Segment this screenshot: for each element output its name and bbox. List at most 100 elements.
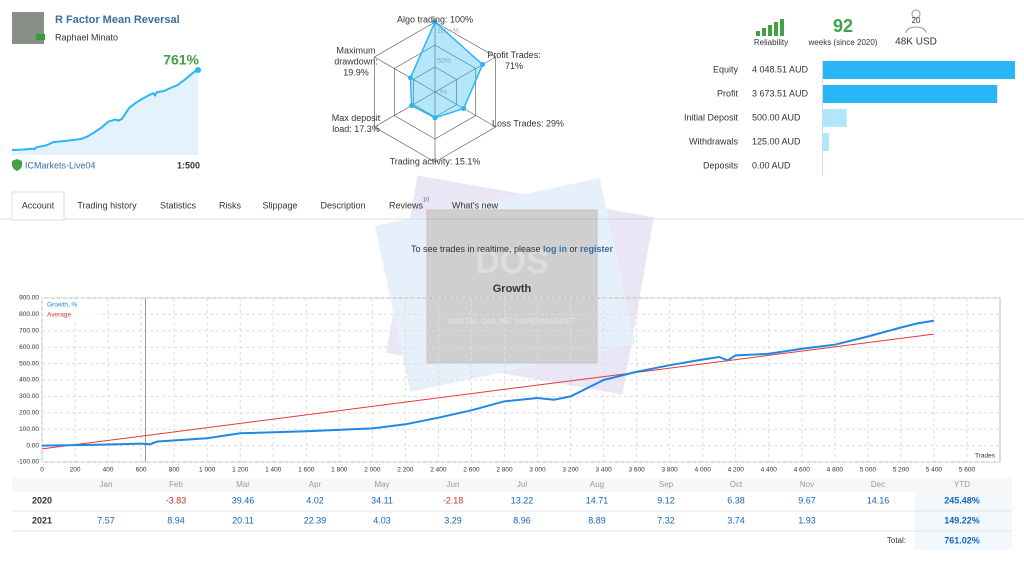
tab[interactable]: Account (22, 200, 55, 210)
radar-ring-label: 50% (437, 58, 451, 65)
tab[interactable]: Description (320, 200, 365, 210)
y-tick-label: -100.00 (17, 459, 39, 466)
tab[interactable]: What's new (452, 200, 499, 210)
y-tick-label: 500.00 (19, 360, 39, 367)
balance-value: 3 673.51 AUD (752, 88, 809, 98)
balance-value: 500.00 AUD (752, 112, 801, 122)
x-tick-label: 800 (169, 467, 180, 474)
x-tick-label: 1 200 (232, 467, 249, 474)
return-cell: 14.71 (586, 495, 609, 505)
reliability-icon (756, 19, 784, 36)
column-header: Jul (517, 480, 527, 489)
balance-label: Profit (717, 88, 739, 98)
icon-head (911, 9, 921, 19)
watermark-logo: DOS (475, 243, 549, 281)
tab[interactable]: Statistics (160, 200, 197, 210)
y-tick-label: 700.00 (19, 328, 39, 335)
icon-bar (762, 28, 766, 36)
column-header: Mar (236, 480, 250, 489)
icon-bar (768, 25, 772, 36)
x-tick-label: 5 000 (860, 467, 877, 474)
balance-label: Deposits (703, 160, 739, 170)
legend-entry: Growth, % (47, 302, 78, 309)
reviews-count: 10 (423, 198, 430, 204)
x-tick-label: 3 000 (529, 467, 546, 474)
column-header: Aug (590, 480, 604, 489)
x-tick-label: 5 200 (893, 467, 910, 474)
login-link[interactable]: log in (543, 244, 567, 254)
return-cell: 9.12 (657, 495, 675, 505)
return-cell: -2.18 (443, 495, 464, 505)
balance-bar (823, 109, 847, 127)
icon-body (905, 26, 927, 34)
return-cell: 22.39 (304, 515, 327, 525)
row-year: 2021 (32, 515, 52, 525)
balance-value: 0.00 AUD (752, 160, 791, 170)
return-cell: 7.32 (657, 515, 675, 525)
radar-ring-label: 0% (437, 89, 447, 96)
legend-entry: Average (47, 312, 71, 319)
column-header: Apr (309, 480, 322, 489)
x-tick-label: 3 200 (562, 467, 579, 474)
sparkline (11, 69, 199, 151)
strategy-title: R Factor Mean Reversal (55, 14, 180, 26)
y-tick-label: 600.00 (19, 344, 39, 351)
radar-spoke (374, 56, 436, 93)
return-cell: 4.03 (373, 515, 391, 525)
balance-bar (823, 85, 998, 103)
tab[interactable]: Reviews (389, 200, 424, 210)
radar-shape (409, 20, 484, 119)
icon-bar (774, 22, 778, 36)
radar-point (407, 75, 413, 81)
radar-label: Max deposit (332, 113, 381, 123)
column-header: May (374, 480, 389, 489)
x-tick-label: 1 600 (298, 467, 315, 474)
column-header: Jun (447, 480, 460, 489)
weeks: 92 (833, 16, 853, 36)
x-tick-label: 2 000 (364, 467, 381, 474)
x-tick-label: 4 400 (761, 467, 778, 474)
x-tick-label: 4 600 (794, 467, 811, 474)
verified-icon (12, 159, 22, 171)
x-tick-label: 1 000 (199, 467, 216, 474)
radar-point (432, 19, 438, 25)
return-cell: -3.83 (166, 495, 187, 505)
flag (36, 34, 45, 40)
y-tick-label: 800.00 (19, 311, 39, 318)
tab[interactable]: Trading history (77, 200, 137, 210)
x-tick-label: 2 800 (496, 467, 513, 474)
column-header: Dec (871, 480, 885, 489)
leverage: 1:500 (177, 160, 200, 170)
x-tick-label: 5 600 (959, 467, 976, 474)
radar-label: Trading activity: 15.1% (390, 156, 481, 166)
watermark-text: DIGITAL ONLINE SUPERMARKET (448, 317, 576, 326)
radar-point (461, 106, 467, 112)
reliability-label: Reliability (754, 38, 788, 47)
radar-label: load: 17.3% (332, 124, 380, 134)
legend (44, 300, 100, 322)
column-header: Nov (800, 480, 814, 489)
return-cell: 9.67 (798, 495, 816, 505)
tab[interactable]: Slippage (262, 200, 297, 210)
wm-shape (386, 175, 654, 395)
column-header: YTD (954, 480, 970, 489)
total-value: 761.02% (944, 535, 980, 545)
return-cell: 39.46 (232, 495, 255, 505)
watermark (374, 175, 654, 395)
table-head (12, 478, 1012, 492)
chart-title: Growth (493, 283, 532, 295)
return-cell: 4.02 (306, 495, 324, 505)
return-cell: 3.29 (444, 515, 462, 525)
notice-text: or (567, 244, 580, 254)
return-cell: 8.89 (588, 515, 606, 525)
x-tick-label: 600 (136, 467, 147, 474)
ytd-cell: 149.22% (944, 515, 980, 525)
register-link[interactable]: register (580, 244, 614, 254)
series-line (41, 319, 935, 447)
tab[interactable]: Risks (219, 200, 241, 210)
subscribers: 20 (912, 16, 921, 25)
weeks-label: weeks (since 2020) (808, 38, 878, 47)
x-tick-label: 3 600 (628, 467, 645, 474)
row-year: 2020 (32, 495, 52, 505)
